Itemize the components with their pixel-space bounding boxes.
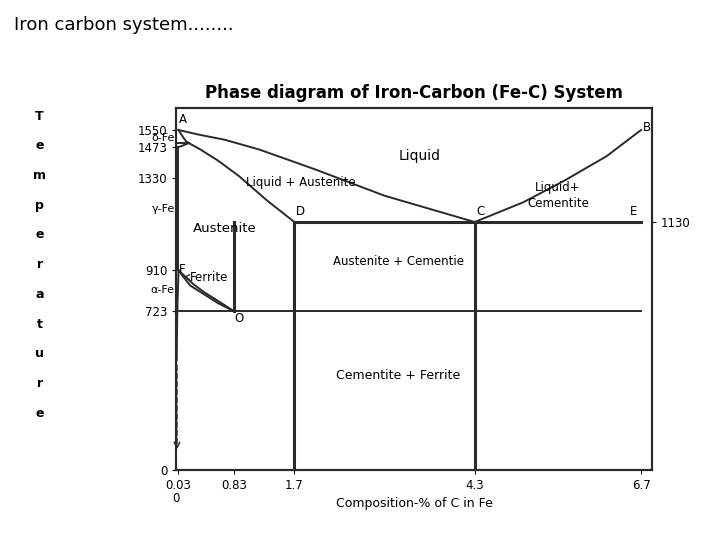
Text: E: E	[630, 205, 638, 218]
Text: F: F	[179, 262, 186, 275]
Text: r: r	[37, 258, 42, 271]
Text: D: D	[296, 205, 305, 218]
Text: e: e	[35, 228, 44, 241]
Text: Cementite + Ferrite: Cementite + Ferrite	[336, 369, 461, 382]
Text: Liquid + Austenite: Liquid + Austenite	[246, 176, 356, 189]
Text: Liquid: Liquid	[398, 149, 440, 163]
X-axis label: Composition-% of C in Fe: Composition-% of C in Fe	[336, 497, 492, 510]
Text: Iron carbon system........: Iron carbon system........	[14, 16, 234, 34]
Text: p: p	[35, 199, 44, 212]
Text: C: C	[476, 205, 485, 218]
Text: e: e	[35, 407, 44, 420]
Text: m: m	[33, 169, 46, 182]
Text: Austenite + Cementie: Austenite + Cementie	[333, 255, 464, 268]
Text: γ-Fe: γ-Fe	[151, 204, 175, 214]
Title: Phase diagram of Iron-Carbon (Fe-C) System: Phase diagram of Iron-Carbon (Fe-C) Syst…	[205, 84, 623, 102]
Text: α-Fe: α-Fe	[150, 285, 175, 295]
Text: t: t	[37, 318, 42, 330]
Text: 0: 0	[173, 491, 180, 504]
Text: T: T	[35, 110, 44, 123]
Text: O: O	[235, 312, 244, 325]
Text: Ferrite: Ferrite	[184, 271, 229, 284]
Text: δ-Fe: δ-Fe	[151, 133, 175, 143]
Text: r: r	[37, 377, 42, 390]
Text: Liquid+
Cementite: Liquid+ Cementite	[527, 181, 589, 210]
Text: a: a	[35, 288, 44, 301]
Text: B: B	[642, 122, 651, 134]
Text: A: A	[179, 113, 186, 126]
Text: u: u	[35, 347, 44, 360]
Text: Austenite: Austenite	[193, 222, 257, 235]
Text: e: e	[35, 139, 44, 152]
